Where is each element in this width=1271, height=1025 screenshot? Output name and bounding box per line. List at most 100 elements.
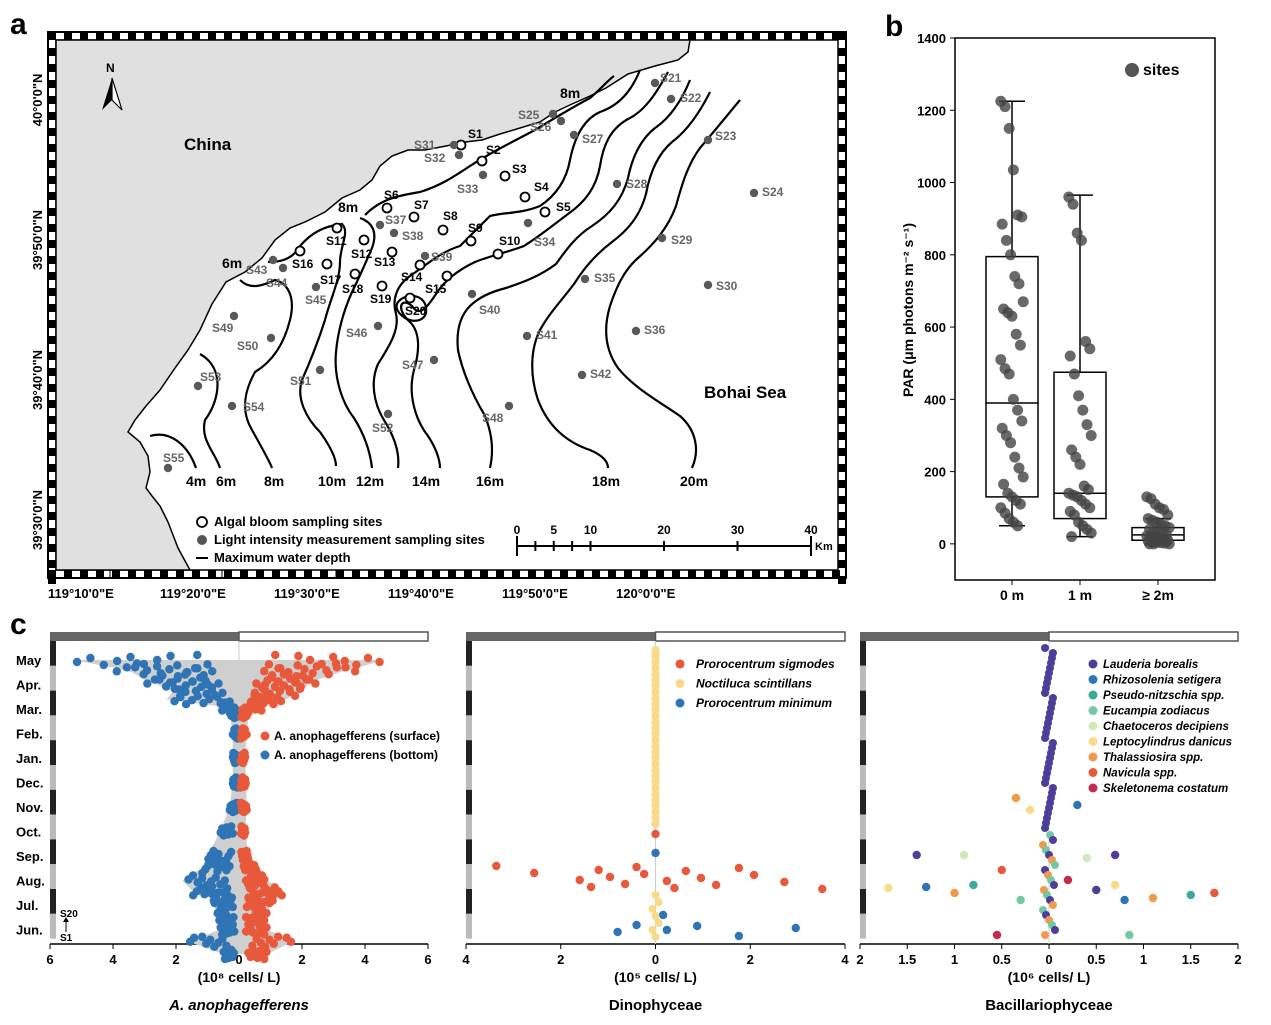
surface-point — [237, 822, 246, 831]
lauderia-point — [1041, 779, 1049, 787]
light-site-marker — [229, 311, 239, 321]
frame-check — [48, 48, 56, 56]
legend-marker — [1088, 675, 1098, 684]
frame-check — [528, 32, 536, 40]
y-tick-label: 400 — [924, 392, 946, 407]
noctiluca-point — [651, 735, 660, 745]
x-axis-label: (10⁸ cells/ L) — [198, 969, 281, 985]
x-tick-label: 1.5 — [1182, 952, 1200, 967]
algal-site-label: S15 — [425, 282, 447, 296]
month-label: Oct. — [16, 825, 41, 840]
light-site-marker — [268, 255, 278, 265]
frame-check — [838, 272, 846, 280]
sigmodes-point — [734, 863, 744, 873]
diatom-point — [1082, 853, 1092, 863]
north-arrow-icon: N — [102, 61, 123, 111]
site-point — [1084, 343, 1096, 355]
sigmodes-point — [670, 883, 679, 893]
frame-check — [838, 128, 846, 136]
light-site-marker — [577, 370, 587, 380]
legend-label: sites — [1143, 62, 1180, 79]
light-site-label: S22 — [680, 91, 702, 105]
month-label: Jul. — [16, 898, 38, 913]
algal-site-label: S1 — [468, 127, 483, 141]
frame-check — [838, 384, 846, 392]
bottom-point — [176, 693, 185, 702]
frame-check — [496, 32, 504, 40]
legend-label: Prorocentrum sigmodes — [696, 657, 835, 671]
algal-site-label: S5 — [556, 200, 571, 214]
bottom-point — [228, 829, 237, 838]
frame-check — [304, 570, 312, 578]
sigmodes-point — [749, 870, 759, 880]
scale-tick-label: 30 — [731, 523, 745, 537]
contour-label-18m: 18m — [592, 473, 620, 489]
algal-site-label: S3 — [512, 162, 527, 176]
diatom-point — [921, 882, 931, 892]
sigmodes-point — [620, 879, 630, 889]
month-strip — [860, 814, 866, 840]
contour-16m — [456, 79, 692, 469]
bottom-point — [190, 664, 200, 673]
contour-labels: 4m 6m 8m 10m 12m 14m 16m 18m 20m 6m 8m 8… — [186, 85, 708, 489]
site-point — [1003, 368, 1015, 380]
month-strip — [50, 839, 56, 865]
site-point — [1148, 538, 1160, 550]
frame-check — [672, 570, 680, 578]
frame-check — [838, 528, 846, 536]
noctiluca-point — [651, 807, 660, 817]
frame-check — [224, 570, 232, 578]
bottom-point — [210, 691, 220, 700]
site-point — [999, 101, 1011, 113]
frame-check — [838, 80, 846, 88]
month-strip — [860, 839, 866, 865]
light-site-marker — [657, 233, 667, 243]
month-label: Feb. — [16, 727, 43, 742]
algal-site-marker — [437, 224, 449, 236]
sigmodes-point — [594, 865, 603, 875]
frame-check — [384, 570, 392, 578]
scale-unit: Km — [815, 541, 833, 553]
x-tick-label: 0 — [652, 952, 659, 967]
month-strip — [466, 913, 472, 939]
sigmodes-point — [681, 866, 691, 876]
frame-check — [160, 570, 168, 578]
month-strip — [860, 765, 866, 790]
noctiluca-point — [651, 729, 660, 739]
site-point — [1085, 527, 1097, 539]
bottom-point — [99, 660, 108, 670]
surface-point — [241, 876, 251, 885]
bottom-point — [139, 670, 148, 679]
light-site-label: S33 — [457, 182, 479, 196]
frame-check — [48, 160, 56, 168]
algal-site-label: S8 — [443, 209, 458, 223]
legend-label: Rhizosolenia setigera — [1103, 675, 1222, 687]
legend-light-label: Light intensity measurement sampling sit… — [214, 532, 485, 547]
month-strip — [50, 864, 56, 889]
y-tick-label: 600 — [924, 320, 946, 335]
y-tick-label: 1200 — [917, 103, 946, 118]
frame-check — [48, 224, 56, 232]
legend-label: Prorocentrum minimum — [696, 696, 832, 710]
panel-label-b: b — [885, 10, 903, 43]
bottom-point — [225, 697, 234, 706]
frame-check — [816, 570, 824, 578]
light-site-marker — [449, 140, 459, 150]
light-site-marker — [666, 94, 676, 104]
light-site-marker — [266, 333, 276, 343]
surface-point — [239, 862, 248, 871]
scale-tick-label: 40 — [804, 523, 818, 537]
noctiluca-point — [651, 933, 660, 941]
frame-check — [48, 576, 56, 584]
bottom-point — [203, 660, 212, 669]
noctiluca-point — [651, 747, 660, 757]
frame-check — [336, 32, 344, 40]
month-strip — [466, 864, 472, 889]
light-site-marker — [193, 381, 203, 391]
light-site-marker — [569, 130, 579, 140]
frame-check — [464, 32, 472, 40]
frame-check — [192, 32, 200, 40]
bottom-point — [180, 670, 190, 679]
